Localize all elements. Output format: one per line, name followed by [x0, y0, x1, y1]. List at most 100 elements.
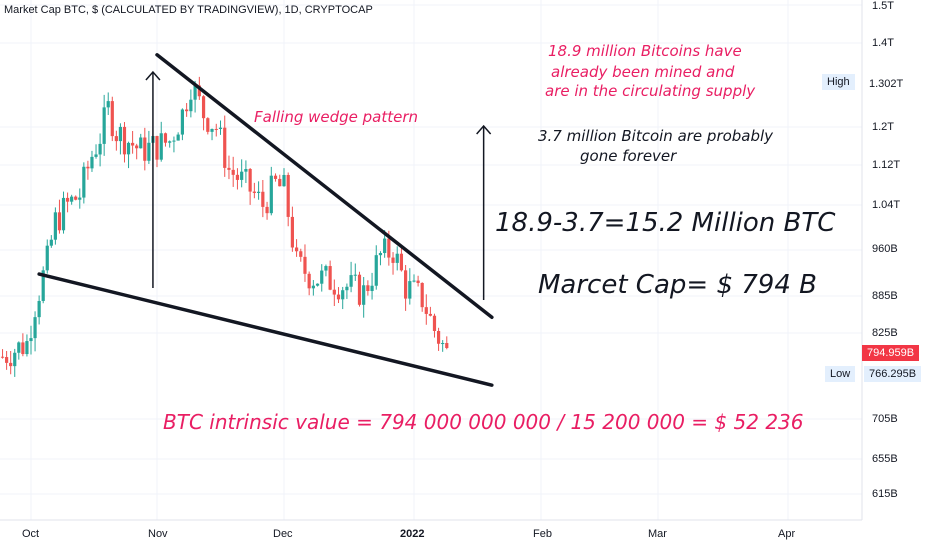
price-tick-label: 1.4T	[872, 37, 895, 49]
candle-body	[106, 101, 110, 108]
candle-body	[210, 128, 214, 132]
price-tick-label: 1.5T	[872, 0, 895, 12]
candle-body	[139, 137, 143, 149]
price-tick-label: 960B	[872, 243, 898, 255]
candle-body	[21, 342, 25, 355]
candle-body	[235, 174, 240, 180]
candle-body	[391, 257, 395, 263]
time-tick-label: Nov	[148, 528, 168, 540]
mined-note-line-1: 18.9 million Bitcoins have	[548, 42, 742, 60]
candle-body	[345, 286, 349, 291]
candle-body	[374, 255, 378, 286]
chart-title: Market Cap BTC, $ (CALCULATED BY TRADING…	[4, 4, 373, 16]
last-price-badge: 794.959B	[862, 345, 920, 361]
candle-body	[370, 285, 374, 292]
candle-body	[201, 96, 206, 119]
candle-body	[122, 126, 127, 155]
candle-body	[61, 197, 66, 231]
mined-note-line-2: already been mined and	[551, 63, 735, 81]
candle-body	[332, 289, 336, 295]
candle-body	[395, 253, 399, 263]
price-tick-label: 705B	[872, 413, 898, 425]
candle-body	[147, 142, 151, 161]
time-tick-label: 2022	[400, 528, 425, 540]
candle-body	[315, 283, 320, 286]
candle-body	[420, 282, 424, 308]
candle-body	[273, 175, 278, 179]
candle-body	[189, 99, 193, 112]
candle-body	[53, 212, 57, 240]
candle-body	[404, 270, 408, 299]
candle-body	[341, 290, 345, 300]
candle-body	[408, 281, 412, 299]
price-tick-label: 825B	[872, 327, 898, 339]
wedge-trendline-upper	[155, 53, 494, 320]
mined-note-line-3: are in the circulating supply	[545, 82, 756, 100]
candle-body	[412, 280, 416, 282]
lost-note-line-2: gone forever	[580, 147, 677, 165]
time-tick-label: Mar	[648, 528, 667, 540]
price-tick-label: 1.12T	[872, 159, 901, 171]
candle-body	[416, 280, 420, 283]
candle-body	[98, 143, 102, 155]
time-tick-label: Dec	[273, 528, 293, 540]
candle-body	[102, 107, 106, 144]
candle-body	[290, 216, 294, 248]
lost-note-line-1: 3.7 million Bitcoin are probably	[538, 127, 774, 145]
candle-body	[172, 140, 176, 142]
candle-body	[94, 154, 98, 157]
candle-body	[25, 341, 29, 355]
candle-body	[223, 127, 227, 168]
low-label-badge: Low	[825, 366, 856, 382]
candle-body	[126, 142, 131, 155]
candle-body	[303, 256, 307, 274]
candles	[0, 76, 449, 377]
candle-body	[428, 313, 432, 316]
candle-body	[349, 275, 353, 287]
candle-body	[185, 109, 189, 112]
candle-body	[49, 239, 53, 246]
price-tick-label: 1.2T	[872, 121, 895, 133]
candle-body	[282, 174, 286, 187]
candle-body	[17, 342, 21, 353]
candle-body	[74, 196, 78, 200]
candle-body	[110, 101, 114, 137]
candle-body	[218, 127, 223, 130]
candle-body	[424, 307, 428, 314]
candle-body	[432, 315, 437, 331]
candle-body	[78, 197, 82, 200]
candle-body	[33, 317, 37, 339]
candle-body	[399, 253, 404, 271]
candle-body	[90, 156, 94, 169]
candle-body	[336, 294, 341, 300]
price-tick-label: 1.04T	[872, 199, 901, 211]
candle-body	[441, 343, 445, 345]
candle-body	[231, 169, 235, 175]
candle-body	[252, 191, 256, 193]
candle-body	[155, 136, 159, 160]
wedge-trendline-lower	[37, 272, 494, 387]
candle-body	[176, 134, 180, 141]
candle-body	[180, 109, 184, 135]
candle-body	[244, 168, 248, 172]
low-value-badge: 766.295B	[864, 366, 922, 382]
candle-body	[29, 338, 33, 342]
candle-body	[13, 352, 17, 367]
candle-body	[387, 238, 391, 258]
candle-body	[41, 270, 45, 301]
candle-body	[5, 357, 9, 363]
candle-body	[353, 274, 357, 276]
wedge-label: Falling wedge pattern	[254, 108, 419, 126]
candle-body	[114, 136, 118, 142]
candle-body	[240, 171, 244, 180]
time-tick-label: Feb	[533, 528, 552, 540]
price-tick-label: 885B	[872, 290, 898, 302]
candle-body	[257, 191, 261, 193]
candle-body	[445, 343, 449, 349]
candle-body	[70, 196, 74, 202]
candle-body	[328, 266, 332, 290]
price-tick-label: 655B	[872, 453, 898, 465]
candle-body	[82, 166, 86, 198]
candle-body	[269, 175, 273, 214]
